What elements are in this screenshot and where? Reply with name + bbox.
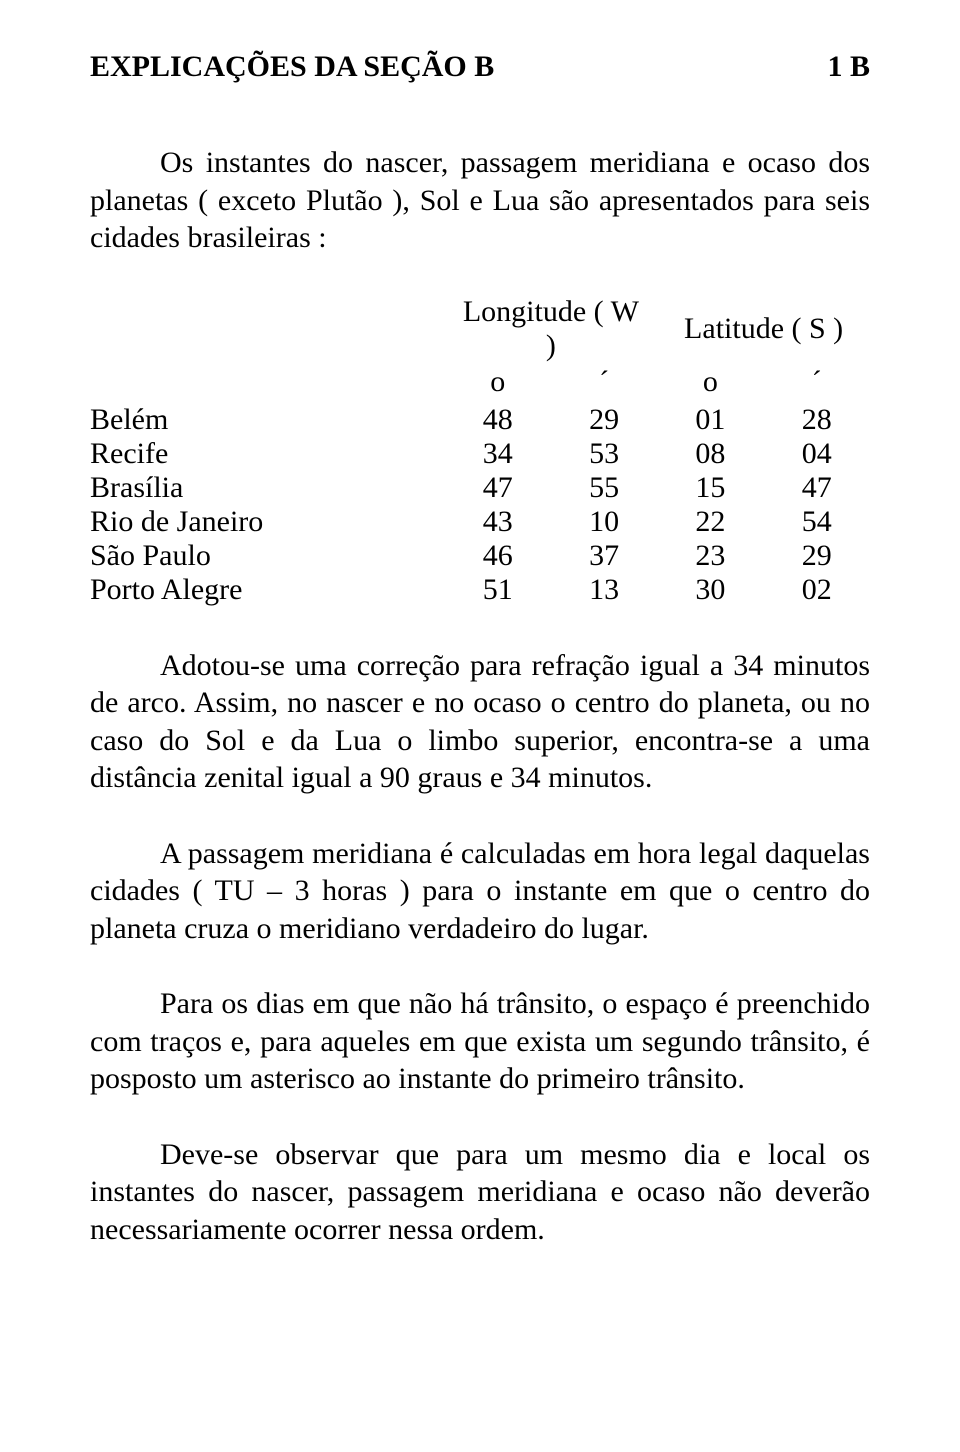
city-cell: Belém — [90, 403, 445, 437]
lat-deg-cell: 23 — [657, 539, 763, 573]
table-header-row: Longitude ( W ) Latitude ( S ) — [90, 295, 870, 365]
lon-deg-cell: 51 — [445, 573, 551, 607]
lon-min-cell: 37 — [551, 539, 657, 573]
city-cell: Porto Alegre — [90, 573, 445, 607]
city-cell: Brasília — [90, 471, 445, 505]
lon-min-cell: 29 — [551, 403, 657, 437]
lat-min-cell: 02 — [764, 573, 870, 607]
lat-min-cell: 29 — [764, 539, 870, 573]
lat-deg-cell: 01 — [657, 403, 763, 437]
lon-min-cell: 13 — [551, 573, 657, 607]
coordinates-table: Longitude ( W ) Latitude ( S ) o ´ o ´ B… — [90, 295, 870, 607]
col-header-longitude: Longitude ( W ) — [445, 295, 658, 365]
lat-min-cell: 28 — [764, 403, 870, 437]
lat-min-cell: 54 — [764, 505, 870, 539]
city-cell: Rio de Janeiro — [90, 505, 445, 539]
lon-deg-cell: 48 — [445, 403, 551, 437]
lon-min-cell: 10 — [551, 505, 657, 539]
page-number: 1 B — [827, 50, 870, 84]
lat-deg-cell: 15 — [657, 471, 763, 505]
table-row: Recife 34 53 08 04 — [90, 437, 870, 471]
lon-deg-cell: 34 — [445, 437, 551, 471]
table-row: São Paulo 46 37 23 29 — [90, 539, 870, 573]
table-row: Porto Alegre 51 13 30 02 — [90, 573, 870, 607]
intro-paragraph: Os instantes do nascer, passagem meridia… — [90, 144, 870, 257]
city-cell: São Paulo — [90, 539, 445, 573]
unit-min: ´ — [764, 365, 870, 403]
unit-deg: o — [445, 365, 551, 403]
paragraph-2: A passagem meridiana é calculadas em hor… — [90, 835, 870, 948]
paragraph-1: Adotou-se uma correção para refração igu… — [90, 647, 870, 797]
lat-min-cell: 04 — [764, 437, 870, 471]
lat-deg-cell: 08 — [657, 437, 763, 471]
col-header-latitude: Latitude ( S ) — [657, 295, 870, 365]
lon-deg-cell: 47 — [445, 471, 551, 505]
lon-deg-cell: 43 — [445, 505, 551, 539]
lat-deg-cell: 30 — [657, 573, 763, 607]
lon-deg-cell: 46 — [445, 539, 551, 573]
paragraph-4: Deve-se observar que para um mesmo dia e… — [90, 1136, 870, 1249]
unit-deg: o — [657, 365, 763, 403]
table-row: Belém 48 29 01 28 — [90, 403, 870, 437]
page-header: EXPLICAÇÕES DA SEÇÃO B 1 B — [90, 50, 870, 84]
lat-min-cell: 47 — [764, 471, 870, 505]
paragraph-3: Para os dias em que não há trânsito, o e… — [90, 985, 870, 1098]
lon-min-cell: 53 — [551, 437, 657, 471]
lat-deg-cell: 22 — [657, 505, 763, 539]
section-title: EXPLICAÇÕES DA SEÇÃO B — [90, 50, 494, 84]
table-row: Brasília 47 55 15 47 — [90, 471, 870, 505]
unit-min: ´ — [551, 365, 657, 403]
lon-min-cell: 55 — [551, 471, 657, 505]
table-unit-row: o ´ o ´ — [90, 365, 870, 403]
table-row: Rio de Janeiro 43 10 22 54 — [90, 505, 870, 539]
page: EXPLICAÇÕES DA SEÇÃO B 1 B Os instantes … — [0, 0, 960, 1452]
city-cell: Recife — [90, 437, 445, 471]
